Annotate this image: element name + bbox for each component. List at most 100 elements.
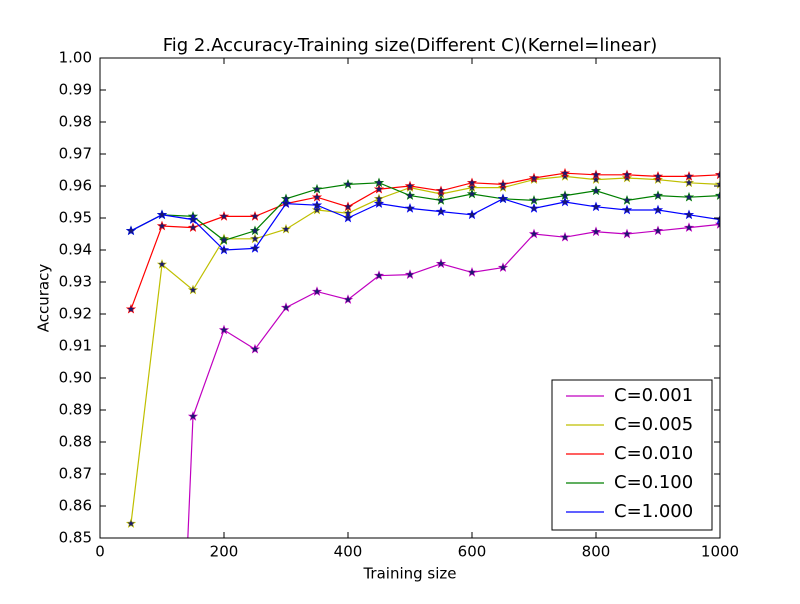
point-marker (373, 198, 385, 208)
point-marker (187, 222, 199, 232)
point-marker (311, 204, 323, 215)
point-marker (404, 203, 416, 213)
point-marker (373, 270, 385, 280)
point-marker (156, 209, 168, 220)
point-marker (683, 177, 695, 188)
x-axis-label: Training size (362, 565, 456, 583)
point-marker (652, 225, 664, 236)
point-marker (652, 190, 664, 200)
point-marker (590, 185, 602, 196)
y-tick-label: 0.89 (59, 401, 92, 419)
point-marker (683, 191, 695, 202)
legend-label: C=1.000 (614, 501, 693, 522)
point-marker (621, 172, 633, 183)
point-marker (342, 294, 354, 304)
point-marker (342, 212, 354, 223)
point-marker (342, 179, 354, 189)
y-tick-label: 0.95 (59, 209, 92, 227)
series-line (130, 198, 720, 251)
point-marker (621, 195, 633, 205)
point-marker (559, 231, 571, 242)
chart-title: Fig 2.Accuracy-Training size(Different C… (163, 35, 658, 56)
point-marker (249, 233, 261, 244)
point-marker (435, 185, 447, 196)
y-tick-label: 0.86 (59, 497, 92, 515)
point-marker (218, 211, 230, 221)
point-marker (466, 188, 478, 199)
point-marker (590, 169, 602, 180)
legend-label: C=0.005 (614, 414, 693, 435)
point-marker (404, 269, 416, 279)
point-marker (373, 183, 385, 194)
x-tick-label: 1000 (701, 543, 739, 561)
point-marker (590, 201, 602, 212)
point-marker (218, 244, 230, 255)
point-marker (311, 286, 323, 296)
y-tick-label: 0.91 (59, 337, 92, 355)
point-marker (311, 183, 323, 194)
y-tick-label: 0.97 (59, 145, 92, 163)
point-marker (466, 177, 478, 188)
point-marker (528, 195, 540, 205)
x-tick-label: 0 (95, 543, 105, 561)
point-marker (683, 171, 695, 181)
point-marker (125, 303, 137, 314)
point-marker (187, 284, 199, 295)
plot-frame (99, 57, 721, 539)
legend-label: C=0.010 (614, 443, 693, 464)
point-marker (435, 206, 447, 216)
point-marker (652, 204, 664, 215)
y-tick-label: 1.00 (59, 49, 92, 67)
series-line (130, 172, 720, 310)
point-marker (528, 228, 540, 239)
y-tick-label: 0.94 (59, 241, 92, 259)
legend-label: C=0.001 (614, 385, 693, 406)
y-tick-label: 0.93 (59, 273, 92, 291)
point-marker (497, 182, 509, 192)
x-tick-label: 600 (458, 543, 487, 561)
point-marker (497, 193, 509, 204)
point-marker (621, 169, 633, 180)
point-marker (559, 196, 571, 207)
point-marker (683, 209, 695, 220)
point-marker (249, 343, 261, 354)
point-marker (187, 214, 199, 224)
point-marker (528, 203, 540, 213)
point-marker (652, 171, 664, 181)
point-marker (156, 220, 168, 231)
point-marker (249, 225, 261, 236)
point-marker (280, 302, 292, 312)
point-marker (125, 225, 137, 236)
point-marker (404, 180, 416, 191)
legend-box (551, 379, 713, 531)
point-marker (218, 235, 230, 245)
y-tick-label: 0.92 (59, 305, 92, 323)
y-tick-label: 0.98 (59, 113, 92, 131)
legend-label: C=0.100 (614, 472, 693, 493)
y-axis-label: Accuracy (35, 264, 53, 333)
x-tick-label: 800 (582, 543, 611, 561)
y-tick-label: 0.85 (59, 529, 92, 547)
series-line (187, 223, 720, 538)
point-marker (683, 222, 695, 232)
point-marker (342, 201, 354, 212)
point-marker (497, 179, 509, 189)
point-marker (435, 195, 447, 205)
point-marker (280, 223, 292, 234)
y-tick-label: 0.88 (59, 433, 92, 451)
point-marker (466, 209, 478, 220)
x-tick-label: 400 (334, 543, 363, 561)
x-tick-label: 200 (210, 543, 239, 561)
point-marker (528, 172, 540, 183)
point-marker (373, 177, 385, 188)
point-marker (280, 198, 292, 208)
point-marker (311, 191, 323, 202)
point-marker (621, 228, 633, 239)
point-marker (559, 167, 571, 178)
point-marker (652, 174, 664, 184)
plot-area (125, 167, 720, 538)
point-marker (714, 219, 720, 229)
point-marker (156, 259, 168, 269)
